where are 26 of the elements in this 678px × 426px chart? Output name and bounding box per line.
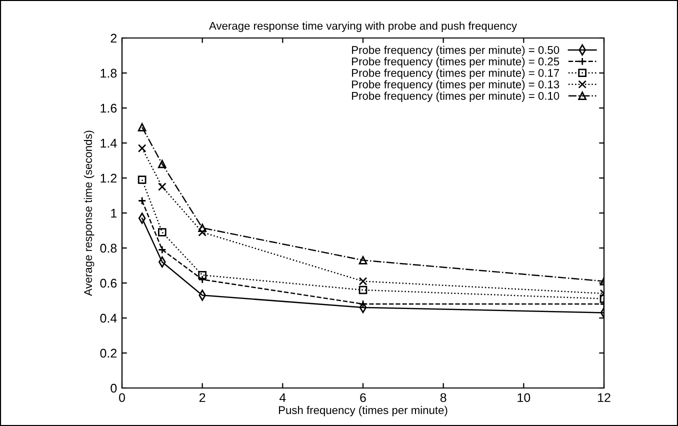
x-tick-label: 10 [518,393,530,402]
y-tick-label: 0.8 [100,244,117,253]
x-tick-label: 2 [199,393,206,402]
y-tick-label: 0 [110,384,117,393]
y-tick-label: 1 [111,208,117,218]
y-tick-label: 0.6 [100,278,117,288]
chart-title: Average response time varying with probe and push frequency [209,22,517,32]
legend-label: Probe frequency (times per minute) = 0.10 [352,92,560,102]
x-tick-label: 6 [360,393,366,402]
y-tick-label: 1.6 [100,104,117,113]
legend-label: Probe frequency (times per minute) = 0.50 [352,46,560,56]
legend-label: Probe frequency (times per minute) = 0.13 [352,80,560,91]
y-tick-label: 0.4 [100,314,117,323]
y-tick-label: 0.2 [100,348,117,358]
x-tick-label: 8 [440,393,446,402]
legend-label: Probe frequency (times per minute) = 0.17 [352,68,560,80]
y-tick-label: 1.2 [100,174,117,183]
legend-label: Probe frequency (times per minute) = 0.25 [352,57,560,68]
y-tick-label: 2 [110,34,117,43]
y-tick-label: 1.4 [100,138,117,148]
y-axis-title: Average response time (seconds) [84,130,94,296]
x-tick-label: 4 [279,393,286,402]
x-tick-label: 12 [598,393,610,402]
x-axis-title: Push frequency (times per minute) [279,406,448,416]
y-tick-label: 1.8 [100,68,117,78]
x-tick-label: 0 [119,393,125,402]
